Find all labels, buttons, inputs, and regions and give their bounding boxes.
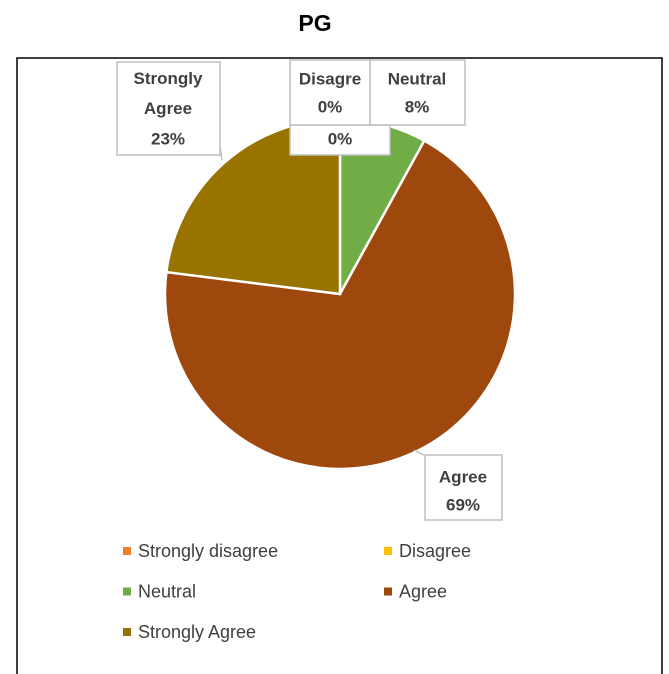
pie [163, 117, 517, 471]
data-label-value: 69% [446, 495, 480, 514]
legend-label: Strongly Agree [138, 622, 256, 642]
label-box [369, 59, 466, 126]
label-box [289, 59, 371, 126]
legend: Strongly disagree Disagree Neutral Agree Str… [123, 541, 471, 642]
legend-label: Neutral [138, 581, 196, 601]
data-label-value: 8% [405, 97, 430, 116]
data-label-value: 0% [328, 129, 353, 148]
data-label-value: 0% [318, 97, 343, 116]
legend-swatch [384, 547, 392, 555]
label-box [424, 454, 503, 521]
data-label-name: Strongly Agree [134, 69, 203, 118]
legend-label: Disagree [399, 541, 471, 561]
legend-swatch [123, 628, 131, 636]
data-label-value: 23% [151, 129, 185, 148]
legend-swatch [123, 587, 131, 596]
data-label-name: Neutral [388, 69, 447, 88]
data-label-name: Disagre [299, 69, 361, 88]
data-label-name: Agree [439, 467, 487, 486]
legend-label: Strongly disagree [138, 541, 278, 561]
pie-slice [163, 138, 517, 471]
label-box [116, 61, 221, 156]
chart-title: PG [298, 10, 331, 36]
legend-label: Agree [399, 581, 447, 601]
data-labels: 0% Disagre 0% Neutral 8% Agree 69% Strongly Agre… [116, 59, 503, 521]
legend-swatch [123, 547, 131, 555]
legend-swatch [384, 587, 392, 596]
